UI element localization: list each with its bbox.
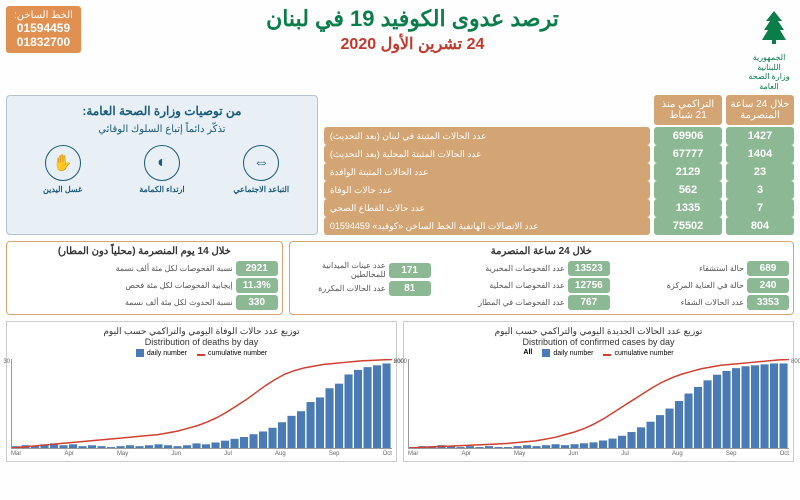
recommendations-panel: من توصيات وزارة الصحة العامة: تذكّر دائم… [6,95,318,235]
stat-cum: 67777 [654,145,722,163]
page-title: ترصد عدوى الكوفيد 19 في لبنان [81,6,744,32]
header: الجمهورية اللبنانية وزارة الصحة العامة ت… [6,6,794,91]
deaths-chart: توزيع عدد حالات الوفاة اليومي والتراكمي … [6,321,397,462]
rec-item: ✋ غسل اليدين [15,145,110,194]
stat-24h: 1427 [726,127,794,145]
rec-item: ◐ ارتداء الكمامة [114,145,209,194]
cedar-icon [754,6,794,46]
mid-stat: 330نسبة الحدوث لكل مئة ألف نسمة [11,295,278,310]
col-header-24h: خلال 24 ساعة المنصرمة [726,95,794,125]
stat-cum: 1335 [654,199,722,217]
stat-24h: 804 [726,217,794,235]
mid-24h-title: خلال 24 ساعة المنصرمة [294,246,789,257]
stat-cum: 75502 [654,217,722,235]
social-distance-icon: ⇔ [243,145,279,181]
rec-title: من توصيات وزارة الصحة العامة: [15,104,309,118]
mask-icon: ◐ [144,145,180,181]
mid-24h-box: خلال 24 ساعة المنصرمة 689حالة استشفاء 240… [289,241,794,315]
hotline-box: الخط الساخن: 01594459 01832700 [6,6,81,53]
hand-wash-icon: ✋ [45,145,81,181]
deaths-title-ar: توزيع عدد حالات الوفاة اليومي والتراكمي … [11,326,392,337]
deaths-title-en: Distribution of deaths by day [11,337,392,347]
stat-label: عدد الحالات المثبتة في لبنان (بعد التحدي… [324,127,650,145]
mid-stat: 171عدد عينات الميدانية للمخالطين [294,261,431,279]
cases-title-ar: توزيع عدد الحالات الجديدة اليومي والتراك… [408,326,789,337]
stat-row: 804 75502 عدد الاتصالات الهاتفية الخط ال… [324,217,794,235]
stat-label: عدد الحالات المثبتة الوافدة [324,163,650,181]
mid-stat: 689حالة استشفاء [618,261,789,276]
all-label: All [523,349,532,357]
stat-row: 1404 67777 عدد الحالات المثبتة المحلية (… [324,145,794,163]
report-date: 24 تشرين الأول 2020 [81,34,744,54]
mid-stat: 81عدد الحالات المكررة [294,281,431,296]
hotline-label: الخط الساخن: [14,10,73,21]
hotline-num-2: 01832700 [14,35,73,49]
mid-stat: 12756عدد الفحوصات المحلية [439,278,610,293]
rec-subtitle: تذكّر دائماً إتباع السلوك الوقائي [15,124,309,135]
stat-cum: 69906 [654,127,722,145]
main-stats-panel: خلال 24 ساعة المنصرمة التراكمي منذ 21 شب… [324,95,794,235]
mid-stat: 11.3%إيجابية الفحوصات لكل مئة فحص [11,278,278,293]
stat-row: 3 562 عدد حالات الوفاة [324,181,794,199]
mid-stat: 240حالة في العناية المركزة [618,278,789,293]
mid-stat: 3353عدد الحالات الشفاء [618,295,789,310]
ministry-name: وزارة الصحة العامة [744,72,794,91]
rec-item: ⇔ التباعد الاجتماعي [214,145,309,194]
mid-stat: 767عدد الفحوصات في المطار [439,295,610,310]
mid-stat: 2921نسبة الفحوصات لكل مئة ألف نسمة [11,261,278,276]
stat-row: 7 1335 عدد حالات القطاع الصحي [324,199,794,217]
cases-chart: توزيع عدد الحالات الجديدة اليومي والتراك… [403,321,794,462]
stat-24h: 3 [726,181,794,199]
country-name: الجمهورية اللبنانية [744,53,794,72]
mid-stat: 13523عدد الفحوصات المخبرية [439,261,610,276]
stat-cum: 2129 [654,163,722,181]
cases-title-en: Distribution of confirmed cases by day [408,337,789,347]
stat-24h: 7 [726,199,794,217]
ministry-logo: الجمهورية اللبنانية وزارة الصحة العامة [744,6,794,91]
stat-label: عدد حالات القطاع الصحي [324,199,650,217]
col-header-cum: التراكمي منذ 21 شباط [654,95,722,125]
stat-label: عدد حالات الوفاة [324,181,650,199]
stat-row: 23 2129 عدد الحالات المثبتة الوافدة [324,163,794,181]
stat-label: عدد الحالات المثبتة المحلية (بعد التحديث… [324,145,650,163]
mid-14d-box: خلال 14 يوم المنصرمة (محلياً دون المطار)… [6,241,283,315]
mid-14d-title: خلال 14 يوم المنصرمة (محلياً دون المطار) [11,246,278,257]
stat-label: عدد الاتصالات الهاتفية الخط الساخن «كوفي… [324,217,650,235]
stat-24h: 1404 [726,145,794,163]
hotline-num-1: 01594459 [14,21,73,35]
stat-24h: 23 [726,163,794,181]
stat-cum: 562 [654,181,722,199]
stat-row: 1427 69906 عدد الحالات المثبتة في لبنان … [324,127,794,145]
